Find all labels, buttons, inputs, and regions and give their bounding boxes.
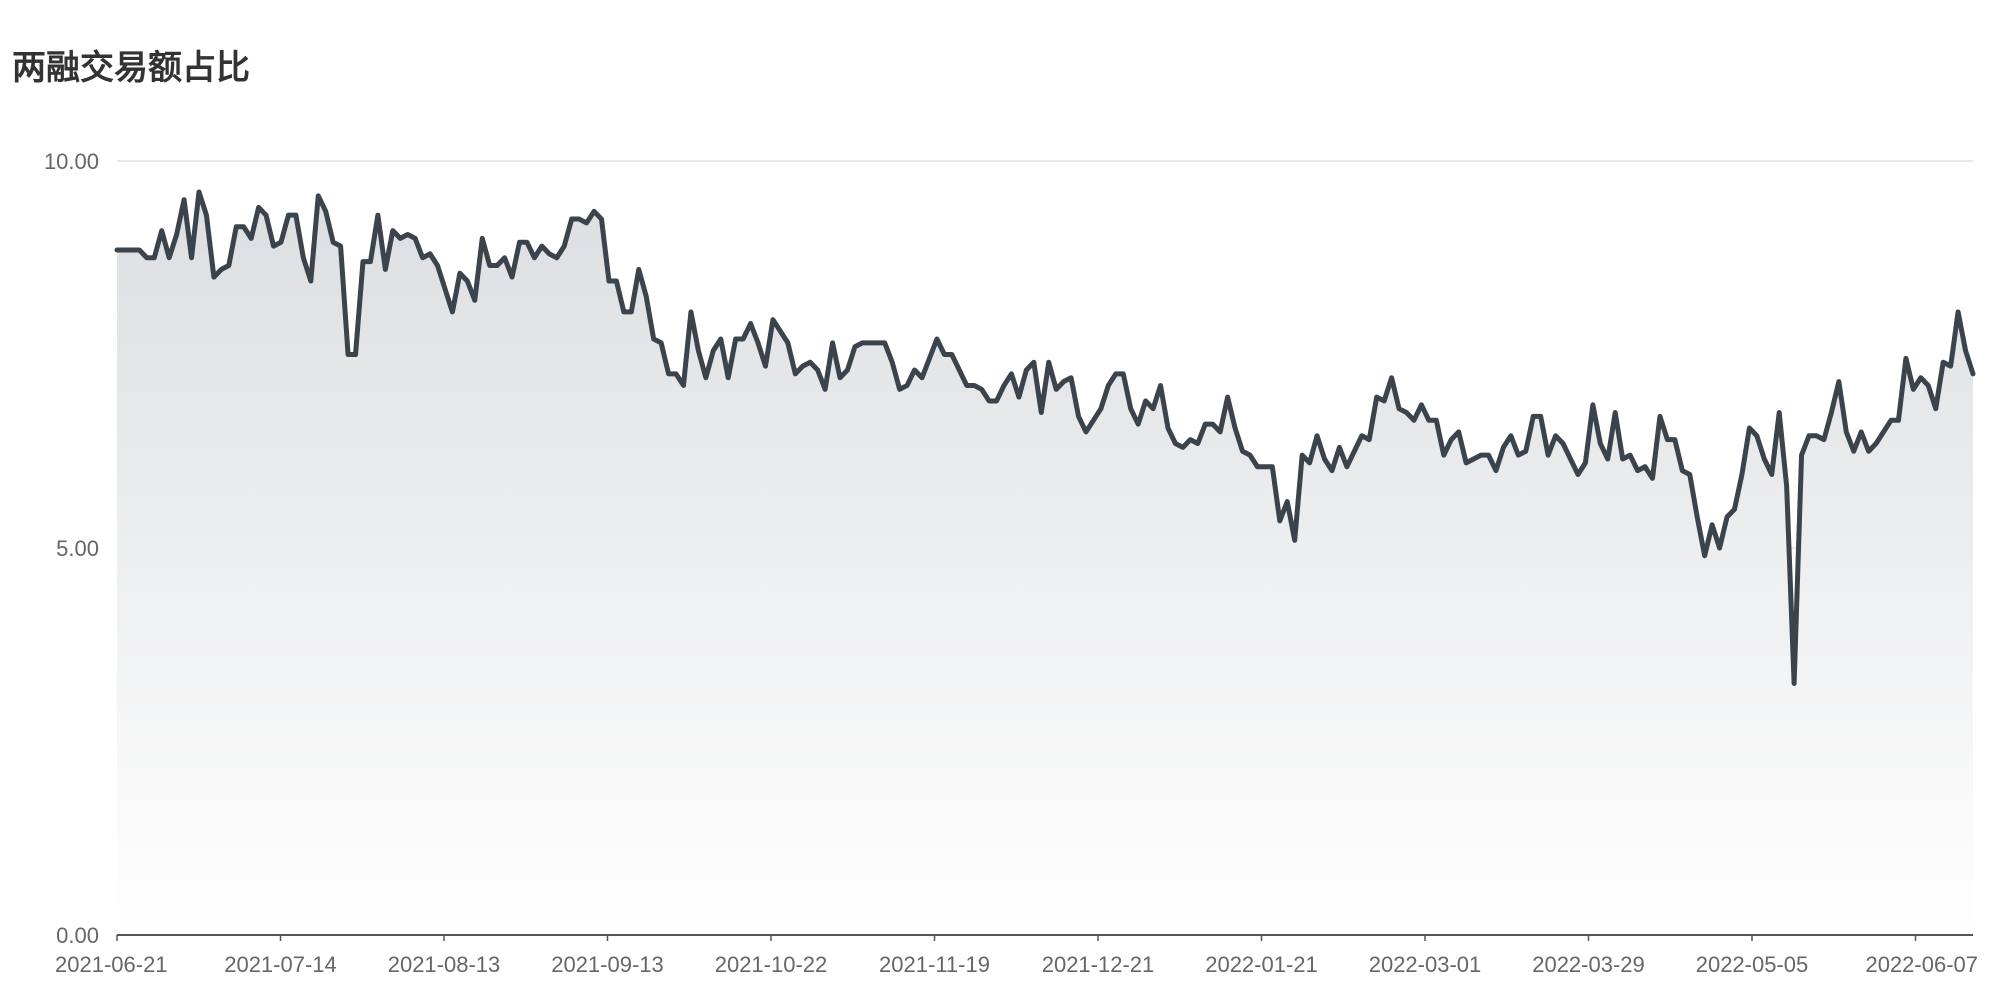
x-tick-label: 2022-05-05 xyxy=(1696,952,1809,977)
x-tick-label: 2021-09-13 xyxy=(551,952,664,977)
x-tick-label: 2021-12-21 xyxy=(1042,952,1155,977)
x-tick-label: 2021-06-21 xyxy=(55,952,168,977)
x-tick-label: 2022-01-21 xyxy=(1205,952,1318,977)
plot-area xyxy=(114,189,1976,935)
series-area-fill xyxy=(117,191,1973,935)
x-tick-label: 2022-06-07 xyxy=(1865,952,1978,977)
x-tick-label: 2021-11-19 xyxy=(879,952,990,977)
y-tick-label: 0.00 xyxy=(56,923,99,948)
x-tick-label: 2022-03-01 xyxy=(1369,952,1482,977)
x-tick-label: 2022-03-29 xyxy=(1532,952,1645,977)
series-line xyxy=(114,189,1976,686)
axes: 0.00 5.00 10.00 2021-06-21 2021-07-14 2021-08… xyxy=(44,149,1978,977)
chart-title: 两融交易额占比 xyxy=(12,48,250,88)
x-tick-label: 2021-10-22 xyxy=(715,952,828,977)
y-tick-label: 10.00 xyxy=(44,149,99,174)
x-tick-label: 2021-07-14 xyxy=(224,952,337,977)
x-tick-label: 2021-08-13 xyxy=(388,952,501,977)
y-tick-label: 5.00 xyxy=(56,536,99,561)
